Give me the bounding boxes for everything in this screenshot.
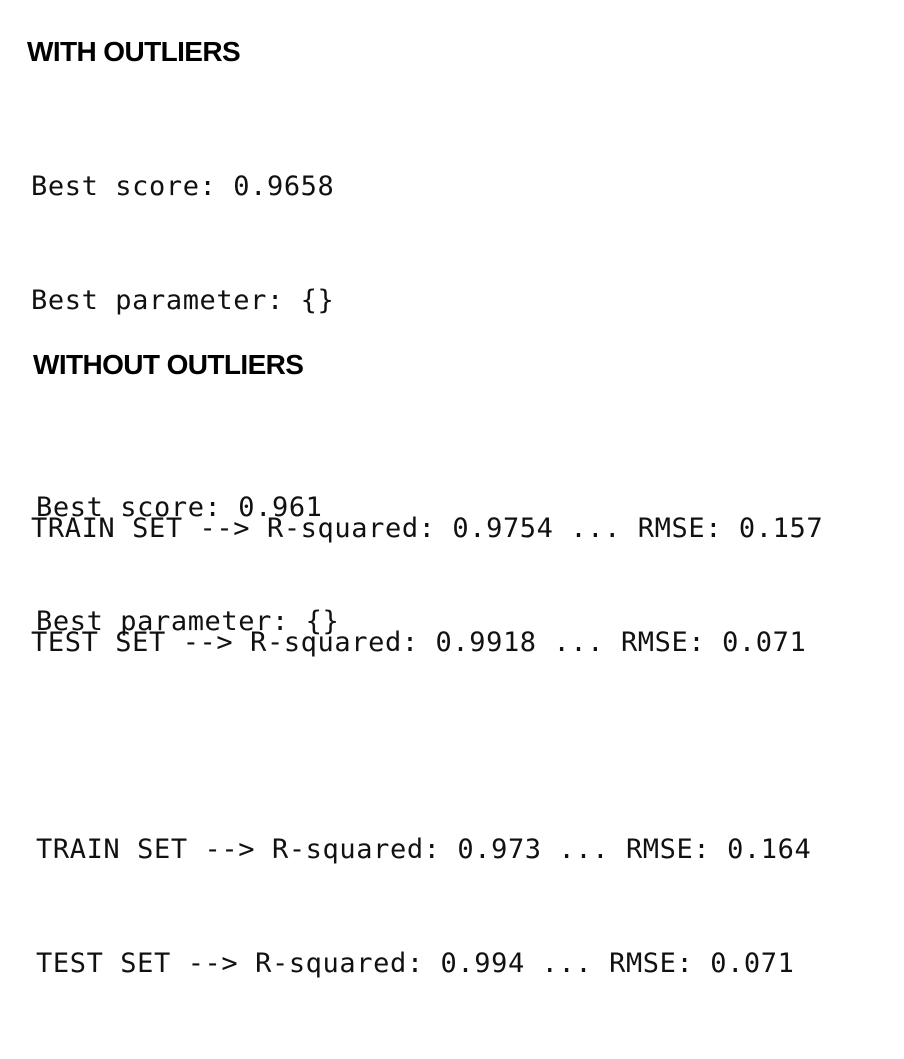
results-output: Best score: 0.961 Best parameter: {} TRA…	[36, 413, 811, 1059]
test-set-line: TEST SET --> R-squared: 0.9918 ... RMSE:…	[31, 627, 807, 658]
train-set-line: TRAIN SET --> R-squared: 0.9754 ... RMSE…	[31, 513, 824, 544]
train-set-line: TRAIN SET --> R-squared: 0.973 ... RMSE:…	[36, 834, 812, 865]
best-score-line: Best score: 0.9658	[31, 171, 335, 202]
section-heading: WITH OUTLIERS	[27, 36, 241, 67]
section-heading: WITHOUT OUTLIERS	[33, 349, 304, 380]
best-parameter-line: Best parameter: {}	[31, 285, 335, 316]
best-parameter-line: Best parameter: {}	[36, 606, 340, 637]
best-score-line: Best score: 0.961	[36, 492, 323, 523]
results-output: Best score: 0.9658 Best parameter: {} TR…	[31, 92, 823, 738]
blank-line	[36, 717, 811, 755]
test-set-line: TEST SET --> R-squared: 0.994 ... RMSE: …	[36, 948, 795, 979]
